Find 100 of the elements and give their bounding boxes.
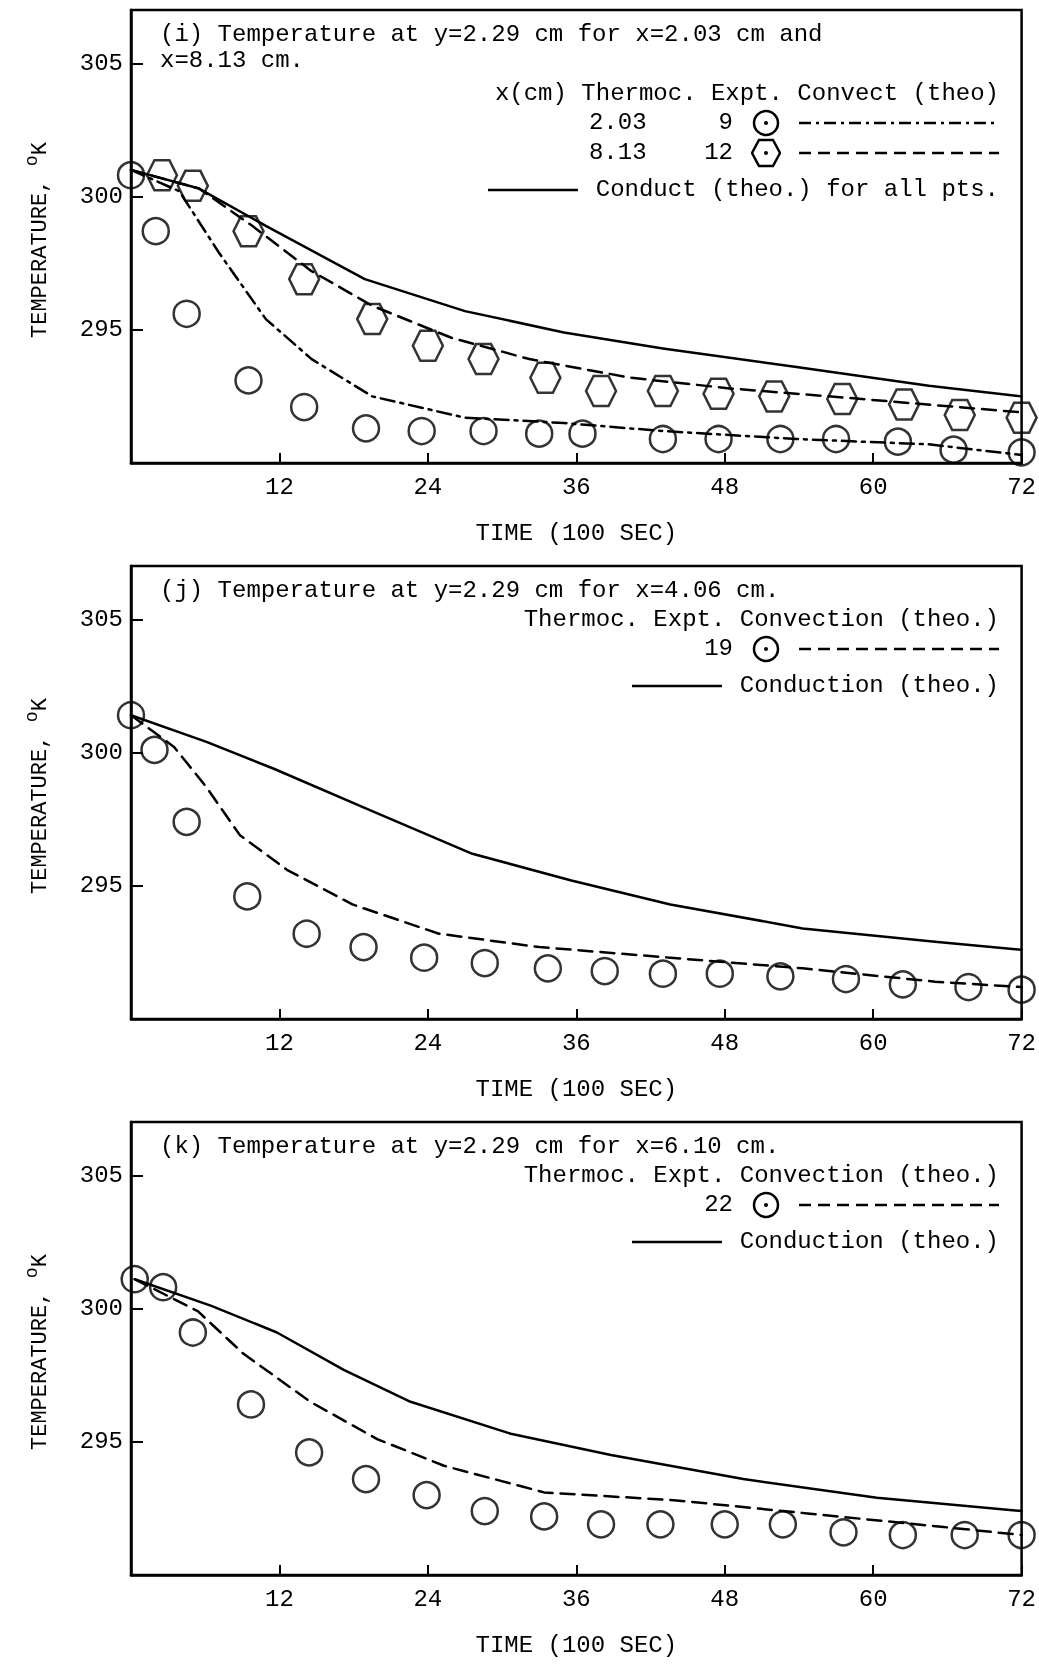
- point: [887, 388, 921, 421]
- point: [409, 943, 439, 972]
- annotation: 2.03 9: [588, 109, 733, 137]
- x-tick-label: 60: [858, 473, 888, 501]
- x-tick-label: 48: [710, 473, 740, 501]
- point: [648, 959, 678, 988]
- point: [568, 419, 597, 448]
- point: [412, 1480, 441, 1510]
- x-axis-title: TIME (100 SEC): [475, 1075, 678, 1103]
- point: [470, 948, 500, 978]
- point: [533, 954, 563, 983]
- x-tick-label: 72: [1007, 1029, 1036, 1057]
- x-tick-label: 60: [858, 1029, 888, 1057]
- point: [148, 1272, 178, 1302]
- point: [831, 964, 861, 994]
- point: [469, 416, 498, 446]
- x-tick-label: 36: [561, 473, 591, 501]
- annotation: 19: [704, 635, 733, 663]
- point: [349, 932, 378, 962]
- y-tick-label: 300: [79, 183, 123, 211]
- point: [467, 342, 500, 376]
- legend-label: Conduction (theo.): [739, 672, 999, 700]
- point: [145, 158, 179, 192]
- x-tick-label: 24: [413, 1029, 443, 1057]
- point: [586, 1510, 616, 1539]
- x-tick-label: 36: [561, 1029, 591, 1057]
- point: [529, 361, 562, 394]
- point: [1007, 1520, 1036, 1550]
- chart-title: (j) Temperature at y=2.29 cm for x=4.06 cm.: [160, 577, 781, 604]
- point: [141, 216, 170, 246]
- annotation: x(cm) Thermoc. Expt. Convect (theo): [494, 80, 999, 108]
- point: [883, 427, 913, 456]
- point: [829, 1518, 858, 1547]
- point: [524, 419, 554, 448]
- point: [705, 959, 735, 988]
- point: [172, 807, 201, 837]
- y-tick-label: 295: [79, 872, 123, 900]
- x-axis-title: TIME (100 SEC): [475, 519, 678, 547]
- x-tick-label: 60: [858, 1585, 888, 1613]
- point: [757, 380, 791, 413]
- annotation: 22: [704, 1191, 733, 1219]
- y-tick-label: 305: [79, 605, 123, 633]
- point: [411, 329, 445, 362]
- x-tick-label: 72: [1007, 473, 1036, 501]
- point: [766, 424, 795, 454]
- point: [939, 435, 968, 464]
- point: [954, 972, 983, 1002]
- annotation: Thermoc. Expt. Convection (theo.): [523, 606, 999, 634]
- point: [646, 374, 680, 408]
- point: [943, 398, 976, 432]
- annotation: Thermoc. Expt. Convection (theo.): [523, 1162, 999, 1190]
- point: [646, 1510, 675, 1539]
- point: [888, 1520, 918, 1550]
- x-tick-label: 36: [561, 1585, 591, 1613]
- y-tick-label: 305: [79, 49, 123, 77]
- x-tick-label: 24: [413, 473, 443, 501]
- point: [289, 392, 319, 422]
- point: [1007, 438, 1036, 467]
- point: [950, 1520, 979, 1550]
- annotation: 8.13 12: [588, 139, 733, 167]
- point: [294, 1438, 324, 1467]
- point: [590, 956, 619, 986]
- point: [888, 970, 918, 999]
- x-tick-label: 48: [710, 1029, 740, 1057]
- point: [529, 1502, 559, 1531]
- point: [178, 1318, 208, 1347]
- y-tick-label: 300: [79, 1295, 123, 1323]
- point: [1005, 401, 1038, 434]
- point: [825, 382, 859, 416]
- point: [172, 299, 201, 329]
- y-tick-label: 295: [79, 1428, 123, 1456]
- x-tick-label: 72: [1007, 1585, 1036, 1613]
- point: [232, 214, 265, 248]
- point: [176, 169, 210, 203]
- point: [768, 1510, 798, 1539]
- point: [233, 882, 262, 911]
- point: [140, 735, 169, 765]
- point: [704, 424, 733, 454]
- point: [648, 424, 678, 454]
- point: [766, 962, 795, 991]
- point: [355, 302, 389, 336]
- point: [116, 700, 146, 730]
- point: [292, 919, 321, 948]
- x-tick-label: 12: [265, 1029, 294, 1057]
- y-tick-label: 305: [79, 1161, 123, 1189]
- point: [234, 366, 263, 395]
- chart-title: (k) Temperature at y=2.29 cm for x=6.10 cm.: [160, 1133, 781, 1160]
- point: [351, 1464, 381, 1494]
- legend-label: Conduct (theo.) for all pts.: [595, 176, 999, 204]
- point: [710, 1510, 739, 1539]
- point: [1007, 975, 1036, 1004]
- point: [287, 262, 321, 296]
- x-tick-label: 12: [265, 473, 294, 501]
- point: [236, 1390, 266, 1419]
- point: [120, 1264, 149, 1294]
- x-axis-title: TIME (100 SEC): [475, 1631, 678, 1659]
- x-tick-label: 48: [710, 1585, 740, 1613]
- y-tick-label: 295: [79, 316, 123, 344]
- point: [407, 416, 436, 446]
- point: [821, 424, 851, 454]
